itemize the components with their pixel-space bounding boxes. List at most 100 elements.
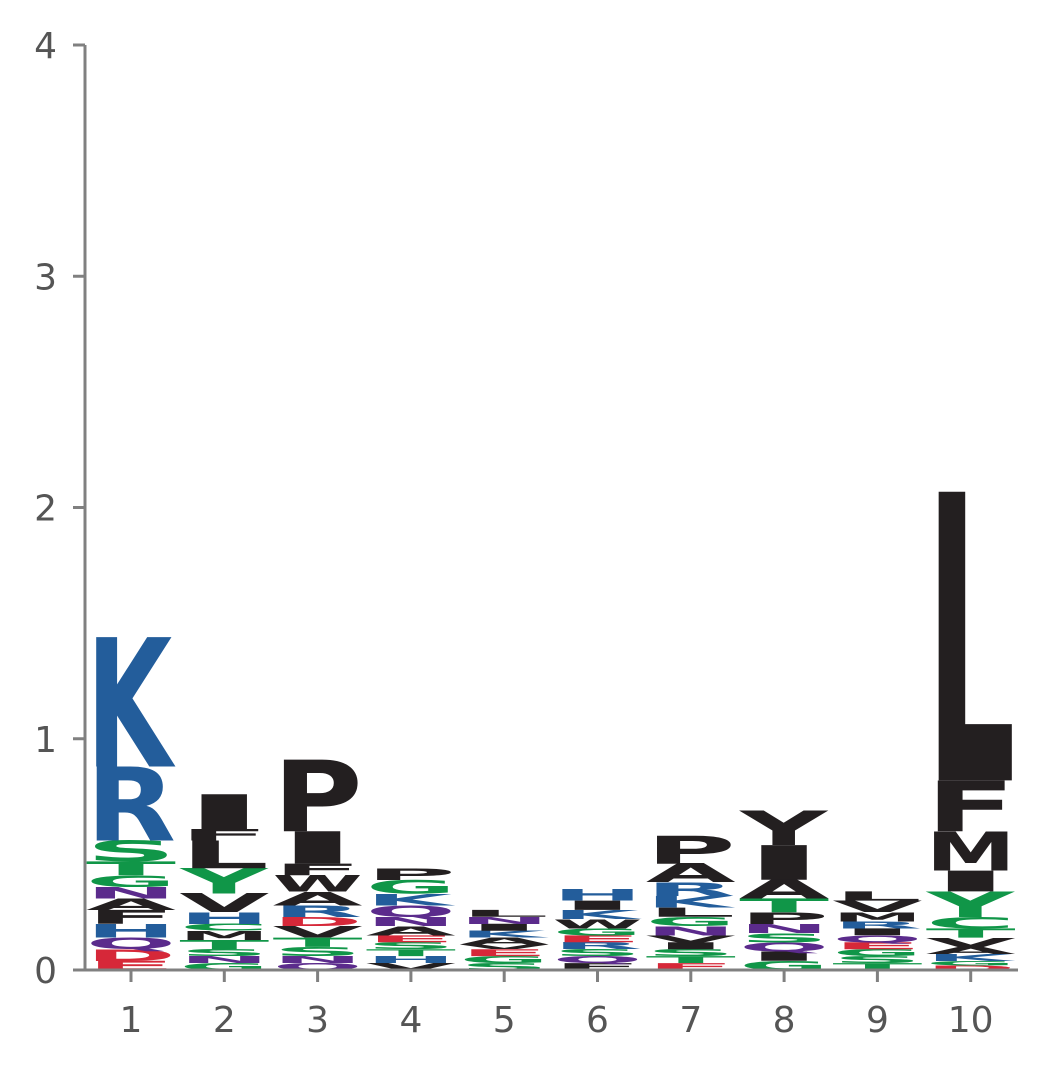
logo-letter-l-pos-10: L [926,414,1016,875]
logo-letter-g-pos-1: G [86,872,176,890]
logo-letter-v-pos-4: V [366,961,456,972]
logo-letter-v-pos-2: V [179,889,269,919]
logo-letter-p-pos-3: P [273,741,363,855]
logo-letter-f-pos-3: F [273,861,363,879]
logo-letter-s-pos-9: S [832,954,922,965]
logo-letter-n-pos-8: N [739,921,829,936]
logo-letter-g-pos-5: G [459,954,549,965]
logo-letter-w-pos-3: W [273,871,363,897]
logo-letter-i-pos-2: I [179,785,269,840]
logo-letter-t-pos-8: T [739,895,829,917]
logo-letter-s-pos-3: S [273,944,363,959]
logo-letter-e-pos-4: E [366,934,456,945]
logo-letter-q-pos-3: Q [273,961,363,972]
logo-letter-g-pos-10: G [926,960,1016,967]
logo-letter-i-pos-8: I [739,836,829,891]
logo-letter-n-pos-2: N [179,954,269,965]
logo-letter-s-pos-2: S [179,947,269,958]
logo-letter-q-pos-8: Q [739,940,829,955]
y-tick-label: 3 [34,257,57,298]
logo-letter-g-pos-9: G [832,947,922,958]
logo-letter-v-pos-9: V [832,897,922,916]
logo-letter-n-pos-1: N [86,884,176,902]
logo-letter-f-pos-2: F [179,826,269,844]
logo-letter-n-pos-3: N [273,954,363,965]
logo-letter-t-pos-4: T [366,947,456,958]
logo-letter-d-pos-3: D [273,914,363,929]
logo-letter-a-pos-7: A [646,859,736,889]
logo-letter-c-pos-10: C [926,914,1016,932]
logo-letter-a-pos-4: A [366,924,456,939]
logo-letter-p-pos-8: P [739,909,829,927]
logo-letter-r-pos-3: R [273,902,363,920]
logo-letter-a-pos-8: A [739,875,829,905]
logo-letter-g-pos-2: G [179,961,269,972]
x-tick-label: 6 [586,1000,609,1041]
logo-letter-i-pos-7: I [646,940,736,951]
logo-letter-k-pos-6: K [553,907,643,922]
logo-letter-n-pos-5: N [459,915,549,926]
logo-letter-k-pos-10: K [926,952,1016,963]
logo-letter-t-pos-10: T [926,926,1016,941]
x-tick-label: 4 [399,1000,422,1041]
logo-letter-s-pos-8: S [739,931,829,946]
logo-letters-layer: EDQHFANGTSRKGNSTMCHVYLFIQNSTVDRAWFIPVHTS… [86,414,1016,973]
logo-letter-a-pos-1: A [86,895,176,914]
logo-letter-a-pos-10: A [926,945,1016,956]
logo-letter-n-pos-7: N [646,924,736,939]
logo-letter-r-pos-1: R [86,746,176,865]
logo-letter-t-pos-9: T [832,961,922,972]
logo-letter-y-pos-2: Y [179,861,269,902]
y-axis-ticks: 0 1 2 3 4 [34,26,85,992]
logo-letter-q-pos-6: Q [553,954,643,965]
y-tick-label: 2 [34,489,57,530]
logo-letter-q-pos-4: Q [366,902,456,920]
logo-letter-e-pos-9: E [832,940,922,951]
logo-letter-p-pos-4: P [366,865,456,883]
logo-letter-h-pos-6: H [553,886,643,904]
logo-letter-i-pos-9: I [832,927,922,938]
logo-letter-k-pos-1: K [86,602,176,808]
logo-letter-d-pos-1: D [86,946,176,964]
logo-letter-e-pos-5: E [459,947,549,958]
logo-letter-q-pos-1: Q [86,935,176,953]
logo-letter-i-pos-3: I [273,823,363,875]
logo-letter-l-pos-9: L [832,889,922,904]
x-tick-label: 7 [679,1000,702,1041]
y-tick-label: 1 [34,720,57,761]
logo-letter-i-pos-8: I [739,949,829,964]
logo-letter-h-pos-4: H [366,954,456,965]
x-tick-label: 9 [866,1000,889,1041]
logo-letter-t-pos-3: T [273,935,363,950]
logo-letter-e-pos-7: E [646,961,736,972]
y-tick-label: 4 [34,26,57,67]
x-tick-label: 8 [773,1000,796,1041]
logo-letter-m-pos-2: M [179,928,269,943]
logo-letter-m-pos-9: M [832,910,922,925]
logo-letter-i-pos-6: I [553,898,643,913]
x-tick-label: 10 [948,1000,994,1041]
logo-letter-k-pos-4: K [366,890,456,909]
logo-letter-g-pos-4: G [366,876,456,898]
logo-letter-v-pos-7: V [646,933,736,944]
x-tick-label: 3 [306,1000,329,1041]
logo-letter-l-pos-5: L [459,908,549,919]
logo-letter-m-pos-10: M [926,821,1016,884]
x-tick-label: 5 [493,1000,516,1041]
logo-letter-s-pos-5: S [459,961,549,972]
y-tick-label: 0 [34,951,57,992]
logo-letter-t-pos-2: T [179,938,269,953]
logo-letter-v-pos-10: V [926,935,1016,950]
logo-letter-t-pos-1: T [86,858,176,880]
logo-letter-l-pos-7: L [646,905,736,920]
logo-letter-y-pos-10: Y [926,884,1016,925]
logo-letter-e-pos-6: E [553,934,643,945]
logo-letter-f-pos-6: F [553,961,643,972]
logo-letter-v-pos-3: V [273,923,363,942]
logo-letter-v-pos-5: V [459,943,549,950]
logo-letter-h-pos-1: H [86,920,176,942]
logo-letter-n-pos-4: N [366,914,456,929]
logo-letter-s-pos-4: S [366,940,456,951]
logo-letter-i-pos-10: I [926,865,1016,898]
logo-letter-r-pos-9: R [832,920,922,931]
